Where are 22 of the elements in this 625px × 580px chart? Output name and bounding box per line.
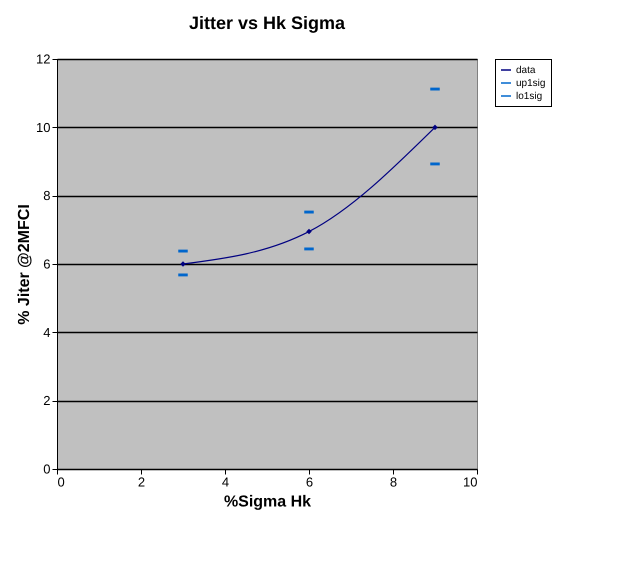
x-tick-label: 0 <box>58 474 65 490</box>
y-tick-label: 6 <box>43 256 50 272</box>
point <box>432 124 438 130</box>
point <box>180 261 186 267</box>
y-tick-label: 4 <box>43 324 50 340</box>
x-tick-label: 8 <box>390 474 398 490</box>
chart-title: Jitter vs Hk Sigma <box>188 13 346 33</box>
y-tick-label: 12 <box>36 52 50 66</box>
legend-label: lo1sig <box>516 91 542 102</box>
legend-label: up1sig <box>516 78 546 89</box>
y-tick-label: 10 <box>36 120 50 135</box>
x-axis-title: %Sigma Hk <box>224 494 312 510</box>
y-axis-title: % Jiter @2MFCI <box>16 204 34 325</box>
x-tick-label: 10 <box>463 474 478 490</box>
x-tick-label: 4 <box>222 474 230 490</box>
y-tick-label: 8 <box>43 188 50 204</box>
x-tick-label: 2 <box>138 474 146 490</box>
y-tick-label: 2 <box>43 393 50 408</box>
point <box>306 228 312 234</box>
y-tick-label: 0 <box>43 462 50 476</box>
x-tick-label: 6 <box>306 474 314 490</box>
legend-label: data <box>516 65 536 76</box>
